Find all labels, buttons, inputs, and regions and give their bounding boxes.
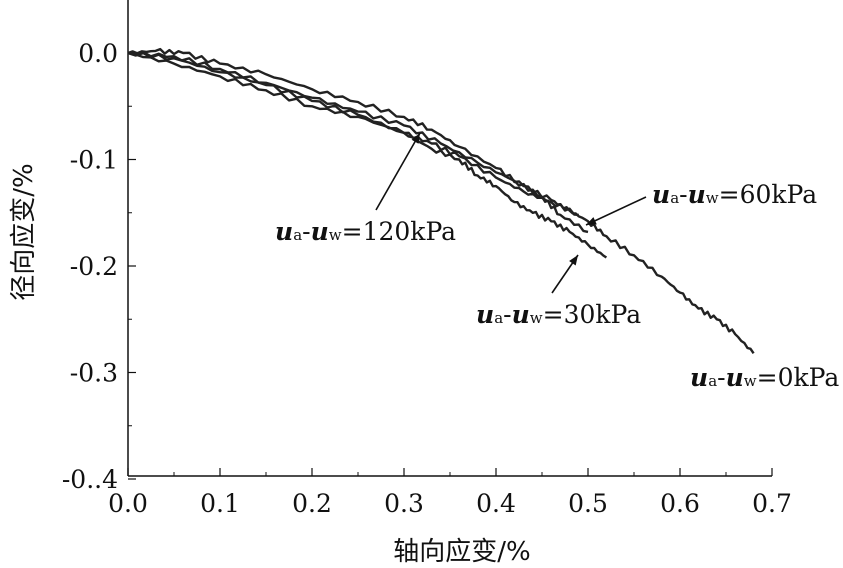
leader-arrowhead [586, 217, 597, 225]
series-label-part: =30kPa [543, 300, 642, 329]
y-tick-label: -0.3 [70, 359, 118, 388]
series-label: ua-uw=30kPa [476, 300, 641, 329]
series-label-part: - [302, 217, 310, 246]
series-label-part: w [744, 372, 757, 390]
series-label: ua-uw=120kPa [275, 217, 456, 246]
series-label-part: u [476, 300, 494, 329]
series-label-part: =0kPa [757, 363, 840, 392]
series-label-part: w [530, 309, 543, 327]
x-tick-label: 0.7 [752, 489, 792, 518]
x-tick-label: 0.3 [384, 489, 424, 518]
x-tick-label: 0.4 [476, 489, 516, 518]
series-label-part: u [688, 180, 706, 209]
annotations: ua-uw=120kPaua-uw=60kPaua-uw=30kPaua-uw=… [275, 132, 839, 392]
y-tick-label: 0.0 [78, 39, 118, 68]
leader-arrowhead [569, 255, 578, 266]
series-line [127, 51, 579, 217]
series-label-part: w [329, 226, 342, 244]
x-tick-label: 0.2 [292, 489, 332, 518]
series-label-part: u [275, 217, 293, 246]
series-line [127, 51, 608, 259]
y-axis-title: 径向应变/% [9, 163, 39, 300]
series-label-part: a [494, 309, 503, 327]
series-label-part: u [311, 217, 329, 246]
y-tick-label: -0..4 [62, 465, 118, 494]
x-tick-label: 0.5 [568, 489, 608, 518]
series-label-part: - [717, 363, 725, 392]
series-label-part: u [726, 363, 744, 392]
series-label: ua-uw=60kPa [652, 180, 817, 209]
leader-arrowhead [411, 133, 420, 144]
leader-line [375, 132, 421, 211]
series-label-part: u [690, 363, 708, 392]
series-label-part: a [670, 189, 679, 207]
x-tick-label: 0.0 [108, 489, 148, 518]
series-label-part: u [512, 300, 530, 329]
y-tick-label: -0.2 [70, 252, 118, 281]
series-label-part: - [503, 300, 511, 329]
x-tick-label: 0.1 [200, 489, 240, 518]
series-label-part: =120kPa [342, 217, 457, 246]
x-tick-label: 0.6 [660, 489, 700, 518]
series-label-part: =60kPa [719, 180, 818, 209]
series-label-part: u [652, 180, 670, 209]
series-layer [127, 47, 755, 354]
series-label: ua-uw=0kPa [690, 363, 839, 392]
series-label-part: a [708, 372, 717, 390]
series-label-part: w [706, 189, 719, 207]
x-axis-title: 轴向应变/% [393, 537, 530, 567]
series-label-part: - [679, 180, 687, 209]
leader-line [585, 196, 647, 226]
series-label-part: a [293, 226, 302, 244]
y-tick-label: -0.1 [70, 146, 118, 175]
axes: 0.0 0.1 0.2 0.3 0.4 0.5 0.6 0.7 0.0 -0.1 -0.2 -0.3 -… [62, 0, 792, 518]
